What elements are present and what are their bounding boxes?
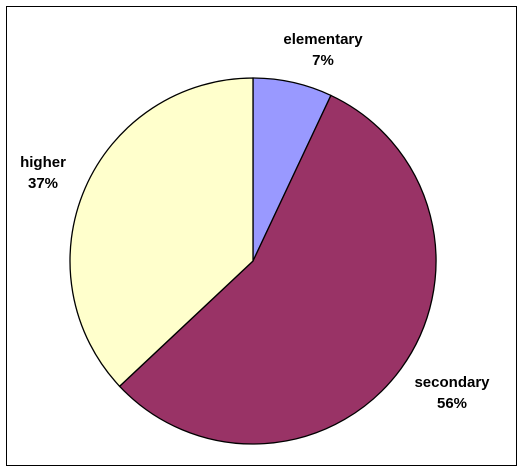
slice-percent-elementary: 7%	[312, 52, 334, 69]
slice-percent-secondary: 56%	[437, 395, 467, 412]
slice-label-elementary: elementary	[283, 31, 363, 48]
pie-slice-secondary	[118, 94, 437, 445]
pie-chart: elementary 7% secondary 56% higher 37%	[20, 31, 490, 445]
slice-percent-higher: 37%	[28, 175, 58, 192]
slice-label-higher: higher	[20, 154, 66, 171]
pie-slice-higher	[69, 77, 254, 388]
slice-label-secondary: secondary	[414, 374, 490, 391]
